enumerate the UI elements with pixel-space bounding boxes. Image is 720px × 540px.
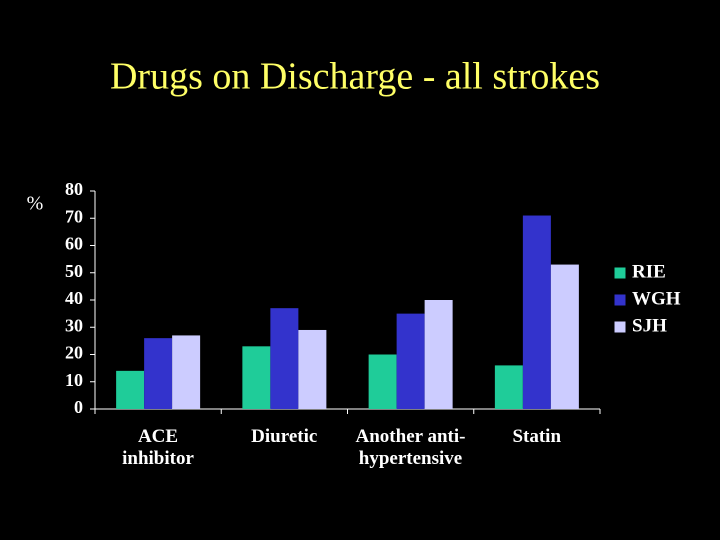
- bar: [172, 335, 201, 409]
- bar: [270, 308, 299, 409]
- chart-title: Drugs on Discharge - all strokes: [110, 56, 600, 98]
- bar: [368, 354, 397, 409]
- y-tick-label: 50: [65, 261, 83, 281]
- bar: [494, 365, 523, 409]
- bar: [550, 264, 579, 409]
- y-tick-label: 40: [65, 288, 83, 308]
- bar: [116, 370, 145, 409]
- y-axis-label: %: [27, 193, 44, 215]
- y-tick-label: 70: [65, 206, 83, 226]
- y-tick-label: 20: [65, 343, 83, 363]
- bar: [522, 215, 551, 409]
- legend-swatch: [613, 266, 627, 280]
- x-tick-label: Statin: [512, 426, 562, 447]
- legend-swatch: [613, 293, 627, 307]
- legend-swatch: [613, 320, 627, 334]
- x-tick-label: ACE inhibitor: [122, 426, 194, 469]
- bar: [298, 329, 327, 409]
- bar: [144, 338, 173, 409]
- bar: [396, 313, 425, 409]
- bar: [424, 300, 453, 409]
- y-tick-label: 30: [65, 315, 83, 335]
- legend-label: SJH: [632, 315, 667, 336]
- legend-label: WGH: [632, 288, 681, 309]
- bar: [242, 346, 271, 409]
- x-tick-label: Another anti- hypertensive: [355, 426, 466, 469]
- y-tick-label: 60: [65, 234, 83, 254]
- y-tick-label: 0: [74, 397, 83, 417]
- y-tick-label: 80: [65, 179, 83, 199]
- x-tick-label: Diuretic: [251, 426, 318, 447]
- legend-label: RIE: [632, 261, 666, 282]
- y-tick-label: 10: [65, 370, 83, 390]
